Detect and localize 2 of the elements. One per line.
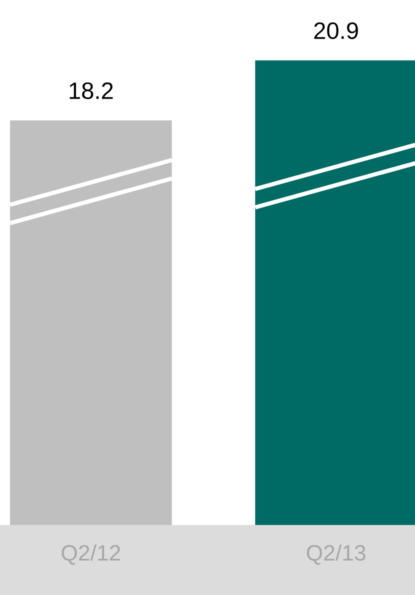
data-label: 18.2 — [70, 82, 113, 100]
data-label: 20.9 — [314, 22, 358, 40]
